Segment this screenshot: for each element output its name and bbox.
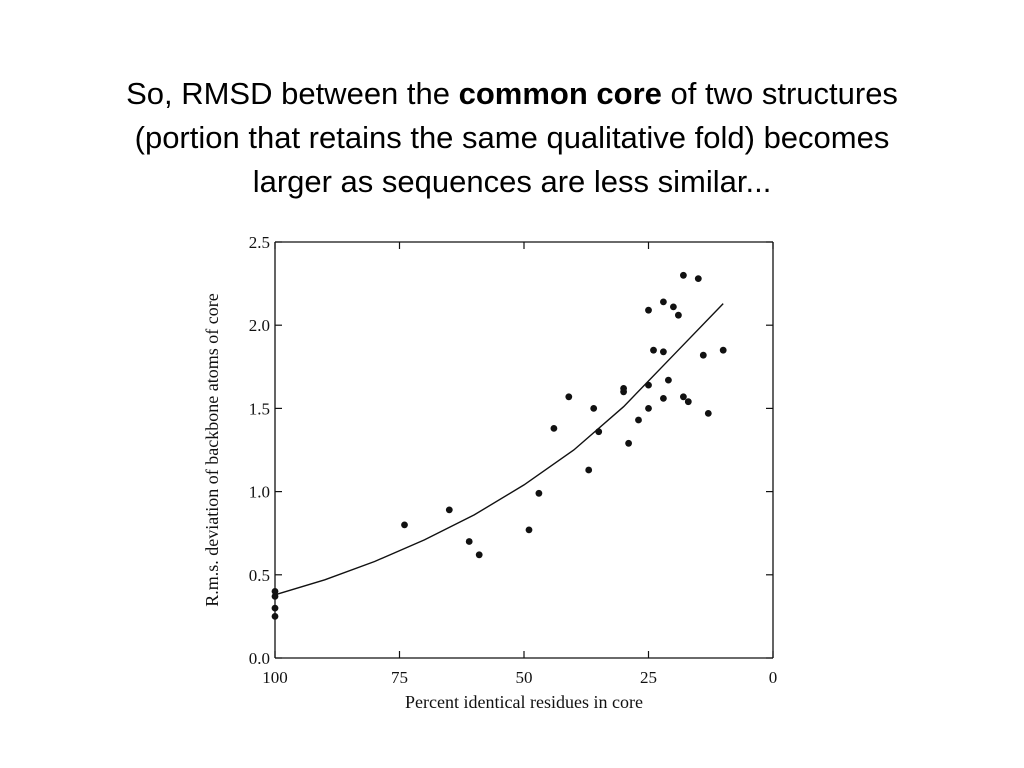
data-point bbox=[680, 271, 687, 279]
y-tick-label: 2.5 bbox=[249, 233, 270, 252]
x-tick-label: 0 bbox=[769, 668, 778, 687]
data-point bbox=[704, 410, 712, 417]
data-point bbox=[565, 393, 573, 401]
data-point bbox=[660, 348, 667, 356]
x-tick-label: 50 bbox=[516, 668, 533, 687]
title-line-1: So, RMSD between the common core of two … bbox=[0, 72, 1024, 116]
x-tick-label: 100 bbox=[262, 668, 288, 687]
y-tick-label: 1.5 bbox=[249, 399, 270, 418]
data-point bbox=[645, 306, 652, 314]
data-point bbox=[595, 428, 603, 436]
data-point bbox=[694, 275, 702, 282]
data-point bbox=[699, 351, 707, 359]
data-points bbox=[271, 271, 727, 620]
data-point bbox=[660, 395, 667, 402]
data-point bbox=[665, 376, 672, 384]
data-point bbox=[650, 346, 657, 354]
y-tick-label: 0.0 bbox=[249, 649, 270, 668]
fit-curve-layer bbox=[274, 303, 724, 596]
x-tick-label: 75 bbox=[391, 668, 408, 687]
data-point bbox=[445, 506, 453, 514]
chart-figure: 100 75 50 25 0 0.0 0.5 1.0 1.5 2.0 2.5 Percent ide… bbox=[188, 222, 790, 730]
y-tick-label: 1.0 bbox=[249, 483, 270, 502]
data-point bbox=[684, 398, 692, 406]
x-axis-title: Percent identical residues in core bbox=[405, 692, 643, 712]
slide-title: So, RMSD between the common core of two … bbox=[0, 72, 1024, 204]
data-point bbox=[465, 538, 473, 545]
data-point bbox=[271, 613, 279, 620]
data-point bbox=[625, 439, 632, 447]
scatter-chart: 100 75 50 25 0 0.0 0.5 1.0 1.5 2.0 2.5 Percent ide… bbox=[202, 233, 778, 712]
data-point bbox=[535, 489, 543, 497]
y-axis-title: R.m.s. deviation of backbone atoms of co… bbox=[202, 293, 222, 606]
data-point bbox=[675, 311, 682, 319]
data-point bbox=[680, 393, 687, 401]
data-point bbox=[401, 521, 408, 529]
title-line-1-start: So, RMSD between the bbox=[126, 76, 459, 111]
y-tick-label: 0.5 bbox=[249, 566, 270, 585]
data-point bbox=[271, 593, 279, 600]
title-line-2: (portion that retains the same qualitati… bbox=[134, 120, 890, 155]
data-point bbox=[590, 405, 598, 412]
axes bbox=[274, 241, 774, 659]
title-line-1-end: of two structures bbox=[661, 76, 898, 111]
y-tick-label: 2.0 bbox=[249, 316, 270, 335]
data-point bbox=[525, 526, 533, 534]
data-point bbox=[660, 298, 667, 306]
x-tick-label: 25 bbox=[640, 668, 657, 687]
data-point bbox=[271, 588, 279, 595]
data-point bbox=[271, 604, 279, 612]
fit-curve bbox=[274, 303, 724, 596]
data-point bbox=[670, 303, 677, 311]
data-point bbox=[719, 346, 727, 354]
data-point bbox=[585, 466, 593, 474]
title-line-3: larger as sequences are less similar... bbox=[252, 164, 772, 199]
data-point bbox=[645, 405, 652, 412]
data-point bbox=[645, 381, 652, 389]
title-emphasis-common-core: common core bbox=[458, 76, 662, 111]
data-point bbox=[475, 551, 483, 559]
data-point bbox=[550, 425, 558, 432]
data-point bbox=[635, 416, 642, 424]
axis-ticks: 100 75 50 25 0 0.0 0.5 1.0 1.5 2.0 2.5 bbox=[249, 233, 778, 687]
data-point bbox=[620, 385, 627, 392]
